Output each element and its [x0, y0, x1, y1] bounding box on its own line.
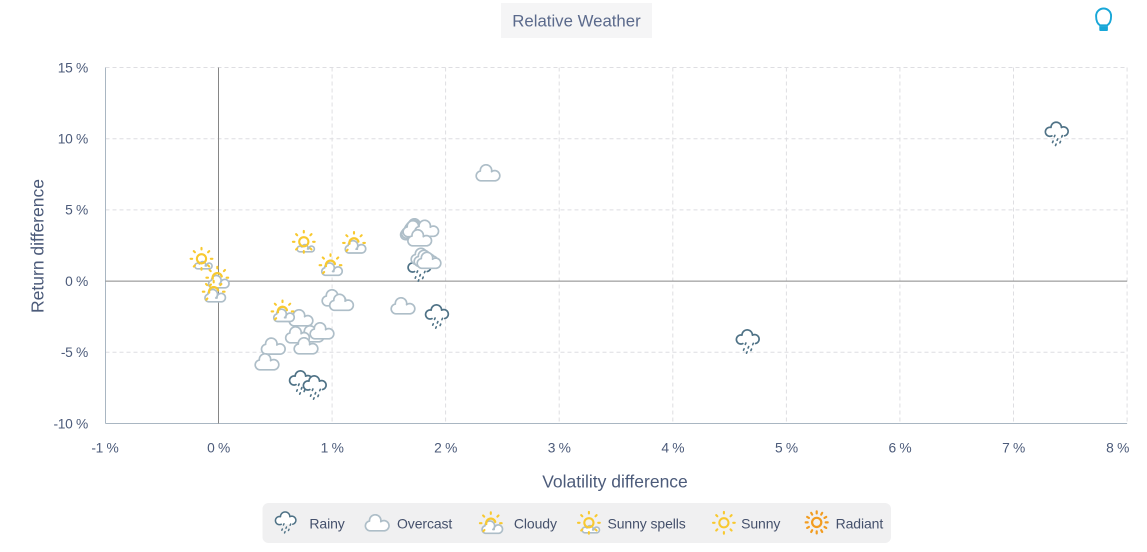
svg-text:Return difference: Return difference: [28, 179, 48, 313]
svg-text:5 %: 5 %: [65, 203, 88, 218]
svg-text:10 %: 10 %: [58, 132, 88, 147]
svg-text:4 %: 4 %: [661, 441, 684, 456]
svg-text:5 %: 5 %: [775, 441, 798, 456]
svg-text:Overcast: Overcast: [397, 515, 452, 531]
svg-text:1 %: 1 %: [321, 441, 344, 456]
svg-text:-5 %: -5 %: [61, 345, 88, 360]
svg-text:0 %: 0 %: [65, 274, 88, 289]
svg-text:7 %: 7 %: [1002, 441, 1025, 456]
svg-text:6 %: 6 %: [888, 441, 911, 456]
svg-text:2 %: 2 %: [434, 441, 457, 456]
svg-text:Rainy: Rainy: [309, 515, 344, 531]
svg-text:0 %: 0 %: [207, 441, 230, 456]
svg-text:Sunny: Sunny: [741, 515, 780, 531]
svg-text:Radiant: Radiant: [836, 515, 884, 531]
svg-text:-10 %: -10 %: [53, 416, 88, 431]
svg-text:15 %: 15 %: [58, 60, 88, 75]
svg-text:Cloudy: Cloudy: [514, 515, 557, 531]
svg-text:Relative Weather: Relative Weather: [512, 12, 641, 31]
svg-text:Sunny spells: Sunny spells: [608, 515, 686, 531]
svg-text:-1 %: -1 %: [91, 441, 118, 456]
svg-text:3 %: 3 %: [548, 441, 571, 456]
svg-text:Volatility difference: Volatility difference: [542, 472, 688, 492]
svg-text:8 %: 8 %: [1106, 441, 1129, 456]
